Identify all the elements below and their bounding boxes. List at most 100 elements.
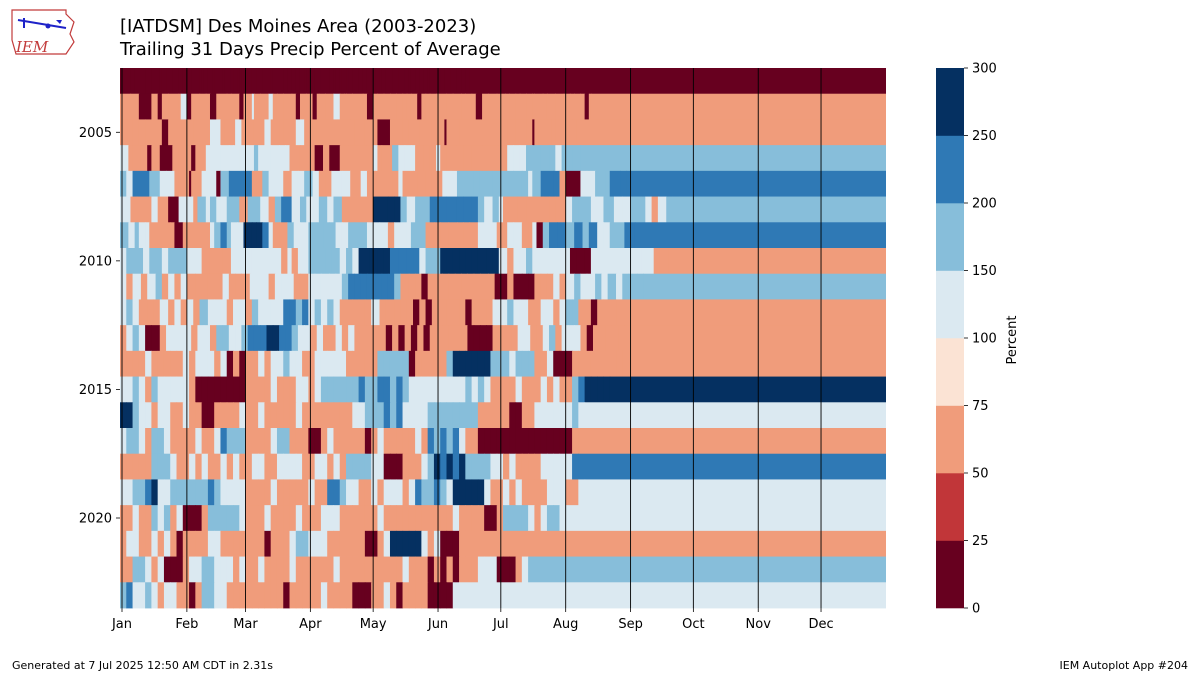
heatmap-cell	[327, 196, 335, 223]
heatmap-cell	[233, 68, 238, 95]
heatmap-cell	[308, 222, 318, 249]
heatmap-cell	[415, 453, 422, 480]
heatmap-cell	[569, 248, 577, 275]
heatmap-cell	[377, 350, 385, 377]
heatmap-cell	[222, 325, 230, 352]
heatmap-cell	[371, 376, 379, 403]
heatmap-cell	[446, 376, 454, 403]
heatmap-cell	[366, 93, 374, 120]
heatmap-cell	[408, 68, 412, 95]
heatmap-cell	[546, 376, 554, 403]
heatmap-cell	[425, 93, 431, 120]
colorbar-segment	[936, 203, 964, 271]
heatmap-cell	[287, 68, 293, 95]
heatmap-cell	[513, 248, 521, 275]
heatmap-cell	[408, 556, 416, 583]
heatmap-cell	[429, 196, 439, 223]
heatmap-cell	[484, 402, 492, 429]
heatmap-cell	[540, 299, 548, 326]
heatmap-cell	[423, 145, 431, 172]
heatmap-cell	[540, 402, 548, 429]
heatmap-cell	[431, 119, 441, 146]
heatmap-cell	[339, 556, 347, 583]
heatmap-cell	[320, 350, 328, 377]
heatmap-cell	[327, 428, 335, 455]
heatmap-cell	[186, 273, 196, 300]
heatmap-cell	[444, 68, 452, 95]
heatmap-cell	[616, 350, 623, 377]
heatmap-cell	[262, 222, 270, 249]
heatmap-cell	[308, 248, 318, 275]
heatmap-cell	[335, 273, 343, 300]
heatmap-cell	[674, 248, 886, 275]
heatmap-cell	[540, 505, 548, 532]
heatmap-cell	[228, 145, 234, 172]
heatmap-cell	[433, 402, 441, 429]
heatmap-cell	[509, 402, 517, 429]
heatmap-cell	[346, 93, 353, 120]
heatmap-cell	[389, 582, 397, 609]
heatmap-cell	[207, 505, 215, 532]
heatmap-cell	[446, 119, 454, 146]
heatmap-cell	[364, 299, 372, 326]
heatmap-cell	[207, 68, 213, 95]
heatmap-cell	[327, 299, 335, 326]
heatmap-cell	[172, 325, 180, 352]
heatmap-cell	[308, 273, 316, 300]
heatmap-cell	[316, 119, 328, 146]
colorbar-tick-label: 250	[972, 129, 997, 144]
heatmap-cell	[201, 68, 205, 95]
heatmap-cell	[584, 402, 886, 429]
heatmap-cell	[479, 119, 492, 146]
heatmap-cell	[239, 299, 247, 326]
heatmap-cell	[385, 68, 393, 95]
heatmap-cell	[220, 119, 226, 146]
heatmap-cell	[519, 299, 529, 326]
heatmap-cell	[126, 402, 134, 429]
heatmap-cell	[389, 556, 397, 583]
heatmap-cell	[584, 196, 592, 223]
heatmap-cell	[126, 376, 134, 403]
heatmap-cell	[406, 248, 414, 275]
heatmap-cell	[408, 273, 416, 300]
heatmap-cell	[509, 556, 517, 583]
heatmap-cell	[216, 93, 228, 120]
heatmap-cell	[580, 119, 886, 146]
heatmap-cell	[120, 325, 127, 352]
heatmap-cell	[565, 453, 573, 480]
colorbar-tick-label: 0	[972, 602, 980, 617]
heatmap-cell	[446, 505, 454, 532]
heatmap-cell	[247, 68, 253, 95]
heatmap-cell	[402, 428, 410, 455]
heatmap-cell	[176, 376, 184, 403]
heatmap-cell	[419, 299, 427, 326]
heatmap-cell	[366, 273, 376, 300]
heatmap-cell	[379, 325, 387, 352]
heatmap-cell	[358, 428, 366, 455]
heatmap-cell	[270, 530, 278, 557]
heatmap-cell	[402, 479, 410, 506]
heatmap-cell	[302, 479, 309, 506]
heatmap-cell	[377, 505, 385, 532]
heatmap-cell	[371, 530, 379, 557]
heatmap-cell	[605, 248, 613, 275]
heatmap-cell	[316, 222, 324, 249]
heatmap-cell	[239, 582, 247, 609]
y-tick-label: 2015	[79, 383, 112, 398]
heatmap-cell	[492, 299, 500, 326]
heatmap-cell	[180, 93, 188, 120]
heatmap-cell	[341, 68, 347, 95]
heatmap-cell	[189, 556, 196, 583]
heatmap-cell	[350, 196, 360, 223]
heatmap-cell	[521, 222, 529, 249]
heatmap-cell	[446, 530, 454, 557]
heatmap-cell	[189, 170, 192, 197]
heatmap-cell	[574, 222, 584, 249]
heatmap-cell	[163, 582, 171, 609]
heatmap-cell	[155, 145, 161, 172]
heatmap-cell	[226, 119, 236, 146]
heatmap-cell	[189, 479, 196, 506]
heatmap-cell	[515, 119, 521, 146]
heatmap-cell	[182, 582, 190, 609]
heatmap-cell	[308, 479, 316, 506]
